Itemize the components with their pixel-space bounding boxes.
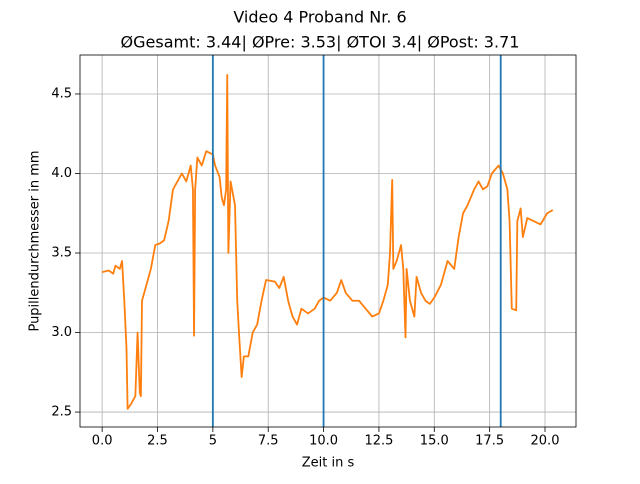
- y-axis-label: Pupillendurchmesser in mm: [28, 150, 43, 331]
- x-tick-label: 12.5: [364, 434, 393, 449]
- chart-subtitle: ØGesamt: 3.44| ØPre: 3.53| ØTOI 3.4| ØPo…: [121, 33, 520, 52]
- y-tick-label: 4.0: [51, 166, 72, 181]
- x-tick-label: 5: [209, 434, 217, 449]
- chart-title: Video 4 Proband Nr. 6: [233, 8, 406, 27]
- x-tick-label: 7.5: [258, 434, 279, 449]
- x-tick-label: 20.0: [531, 434, 560, 449]
- plot-frame: [79, 54, 577, 428]
- x-axis-label: Zeit in s: [302, 456, 355, 471]
- data-line: [101, 73, 554, 410]
- y-tick-label: 4.5: [51, 86, 72, 101]
- x-tick-label: 10.0: [309, 434, 338, 449]
- y-tick-label: 2.5: [51, 405, 72, 420]
- y-tick-label: 3.0: [51, 325, 72, 340]
- y-tick-label: 3.5: [51, 246, 72, 261]
- x-tick-label: 17.5: [475, 434, 504, 449]
- x-tick-label: 2.5: [147, 434, 168, 449]
- x-tick-label: 0.0: [92, 434, 113, 449]
- x-tick-label: 15.0: [420, 434, 449, 449]
